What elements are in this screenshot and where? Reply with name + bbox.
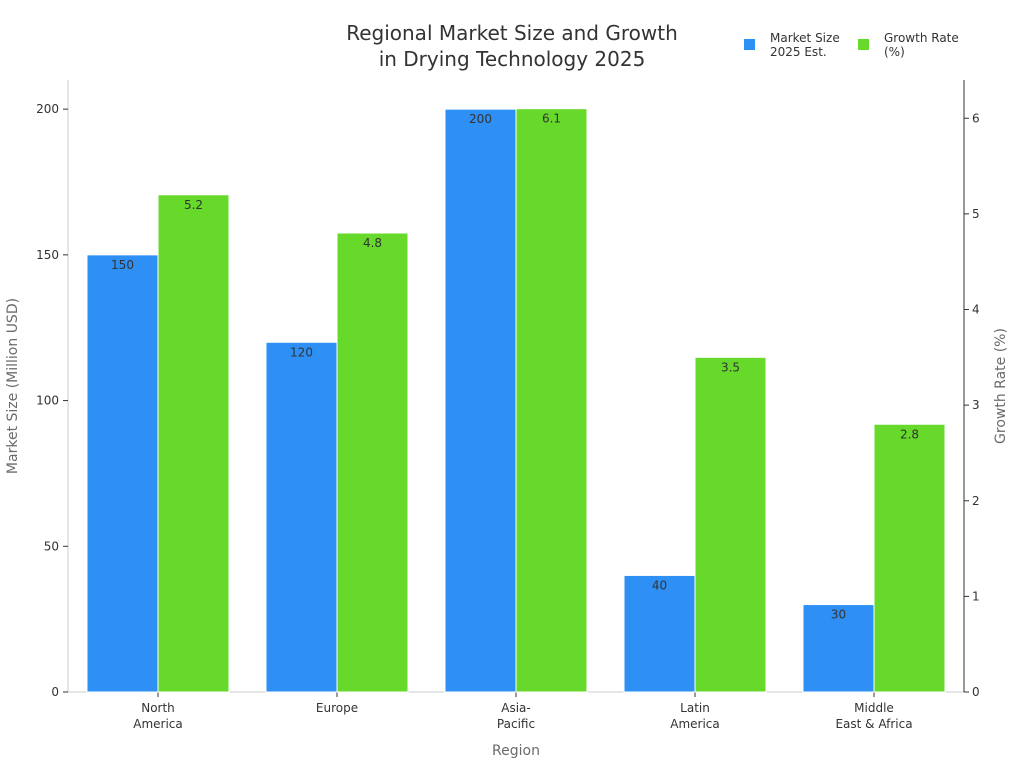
growth-rate-bar [157, 194, 230, 693]
chart-title-line: in Drying Technology 2025 [379, 47, 646, 71]
market-size-bar [265, 341, 338, 693]
growth-rate-bar [336, 232, 409, 693]
growth-rate-bar [873, 423, 946, 693]
right-y-tick-label: 4 [972, 303, 980, 317]
legend-swatch [744, 39, 755, 50]
growth-rate-bar [694, 356, 767, 693]
legend-label: 2025 Est. [770, 45, 827, 59]
market-size-data-label: 120 [290, 345, 313, 359]
legend-label: Market Size [770, 31, 840, 45]
x-tick-label: North [141, 701, 175, 715]
growth-rate-data-label: 6.1 [542, 112, 561, 126]
growth-rate-data-label: 3.5 [721, 360, 740, 374]
market-size-bar [623, 574, 696, 693]
x-tick-label: Europe [316, 701, 358, 715]
legend-swatch [858, 39, 869, 50]
left-y-axis-title: Market Size (Million USD) [5, 298, 21, 474]
growth-rate-data-label: 5.2 [184, 198, 203, 212]
right-y-tick-label: 2 [972, 494, 980, 508]
x-tick-label: America [670, 717, 720, 731]
axes: 0 50 100 150 200 0 1 2 3 4 5 6 Market Size (Million … [5, 80, 1009, 759]
right-y-tick-label: 5 [972, 207, 980, 221]
market-size-bar [86, 254, 159, 693]
right-y-tick-label: 6 [972, 111, 980, 125]
market-size-data-label: 200 [469, 112, 492, 126]
right-y-tick-label: 0 [972, 685, 980, 699]
market-size-data-label: 150 [111, 258, 134, 272]
data-labels: 150 5.2 120 4.8 200 6.1 40 3.5 30 2.8 [111, 112, 919, 622]
right-y-axis-title: Growth Rate (%) [993, 328, 1009, 444]
x-tick-label: Asia- [501, 701, 530, 715]
left-y-tick-label: 100 [36, 394, 59, 408]
right-y-tick-label: 3 [972, 398, 980, 412]
right-y-tick-label: 1 [972, 589, 980, 603]
x-tick-label: Latin [680, 701, 710, 715]
x-axis-title: Region [492, 743, 540, 759]
market-size-bar [802, 604, 875, 693]
chart-title-line: Regional Market Size and Growth [346, 21, 678, 45]
bars [86, 108, 946, 693]
market-size-data-label: 30 [831, 608, 846, 622]
legend-label: (%) [884, 45, 905, 59]
market-size-bar [444, 108, 517, 693]
left-y-tick-label: 150 [36, 248, 59, 262]
x-tick-label: Pacific [497, 717, 535, 731]
legend-label: Growth Rate [884, 31, 959, 45]
growth-rate-data-label: 4.8 [363, 236, 382, 250]
market-size-data-label: 40 [652, 578, 667, 592]
left-y-tick-label: 50 [44, 539, 59, 553]
growth-rate-bar [515, 108, 588, 693]
growth-rate-data-label: 2.8 [900, 427, 919, 441]
left-y-tick-label: 200 [36, 102, 59, 116]
x-tick-label: East & Africa [835, 717, 912, 731]
x-tick-label: Middle [854, 701, 894, 715]
x-tick-label: America [133, 717, 183, 731]
legend-item: Growth Rate(%) [858, 31, 959, 59]
left-y-tick-label: 0 [51, 685, 59, 699]
